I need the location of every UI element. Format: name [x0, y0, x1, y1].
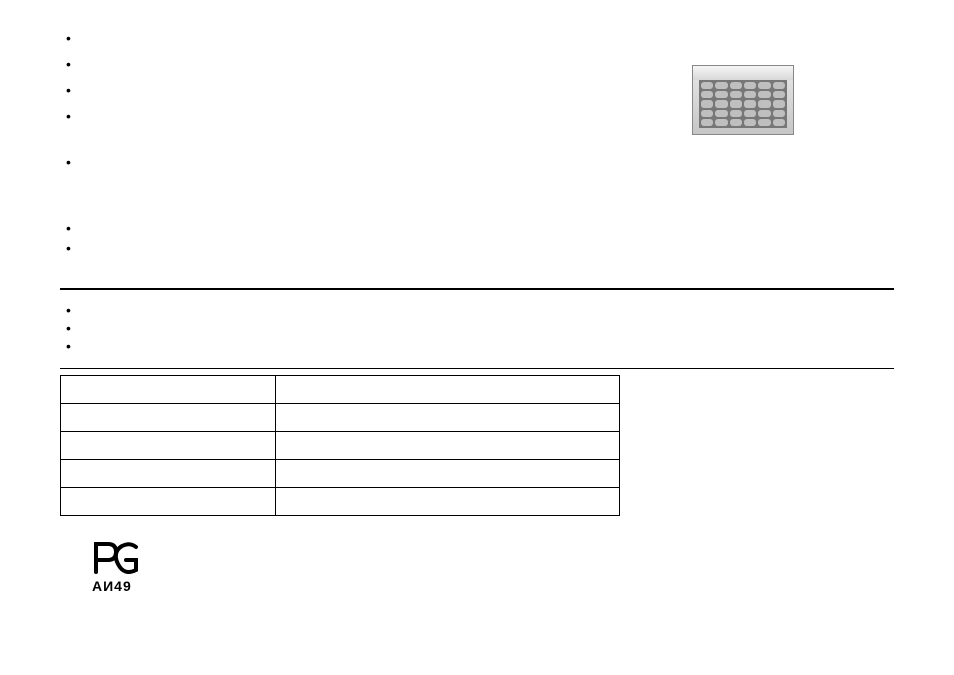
table-cell [276, 404, 620, 432]
table-row [61, 488, 620, 516]
table-cell [61, 432, 276, 460]
table-cell [61, 488, 276, 516]
table-cell [61, 404, 276, 432]
pct-logo-icon [90, 538, 142, 578]
list-item [60, 56, 894, 76]
bullet-list-3 [60, 302, 894, 352]
list-item [60, 108, 894, 148]
section-divider-thick [60, 288, 894, 290]
list-item [60, 302, 894, 316]
table-cell [276, 460, 620, 488]
list-item [60, 220, 894, 234]
bullet-list-1 [60, 30, 894, 190]
spec-table [60, 375, 620, 516]
bullet-list-2 [60, 220, 894, 270]
table-header-row [61, 376, 620, 404]
table-header-cell [61, 376, 276, 404]
certification-code: АИ49 [92, 578, 894, 594]
certification-mark: АИ49 [90, 538, 894, 594]
section-divider-thin [60, 368, 894, 369]
table-row [61, 460, 620, 488]
list-item [60, 154, 894, 188]
table-cell [276, 432, 620, 460]
table-header-cell [276, 376, 620, 404]
spec-table-wrap [60, 375, 894, 516]
table-row [61, 404, 620, 432]
table-cell [61, 460, 276, 488]
list-item [60, 320, 894, 334]
list-item [60, 30, 894, 50]
table-row [61, 432, 620, 460]
manual-page: АИ49 [0, 0, 954, 675]
list-item [60, 338, 894, 352]
list-item [60, 82, 894, 102]
table-cell [276, 488, 620, 516]
list-item [60, 240, 894, 254]
